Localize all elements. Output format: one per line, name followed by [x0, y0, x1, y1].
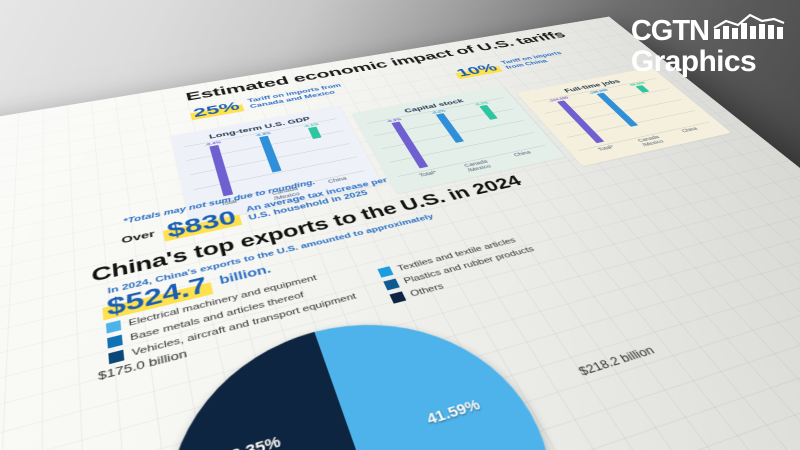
- callout-text: Tariff on imports from China: [499, 50, 564, 71]
- legend-swatch-icon: [389, 291, 407, 304]
- legend-swatch-icon: [105, 320, 122, 334]
- bar: [479, 104, 498, 120]
- callout-prefix: Over: [120, 228, 156, 246]
- legend-swatch-icon: [383, 278, 400, 291]
- bar: [308, 126, 322, 140]
- bar: [436, 113, 465, 143]
- logo-sub: Graphics: [630, 45, 757, 78]
- bar: [209, 144, 234, 197]
- legend-swatch-icon: [377, 266, 394, 278]
- bar: [635, 85, 650, 93]
- callout-value: 10%: [450, 61, 504, 80]
- infographic-poster: Estimated economic impact of U.S. tariff…: [0, 16, 800, 450]
- bar: [391, 121, 429, 169]
- logo-brand: CGTN: [630, 15, 710, 48]
- legend-label: Others: [408, 281, 446, 299]
- legend-swatch-icon: [108, 349, 125, 365]
- pie-value-label: $218.2 billion: [575, 343, 658, 379]
- bar: [259, 135, 282, 173]
- bar-chart-logo-icon: [712, 12, 786, 45]
- cgtn-graphics-logo: CGTN Graphics: [631, 12, 786, 77]
- legend-swatch-icon: [107, 334, 123, 349]
